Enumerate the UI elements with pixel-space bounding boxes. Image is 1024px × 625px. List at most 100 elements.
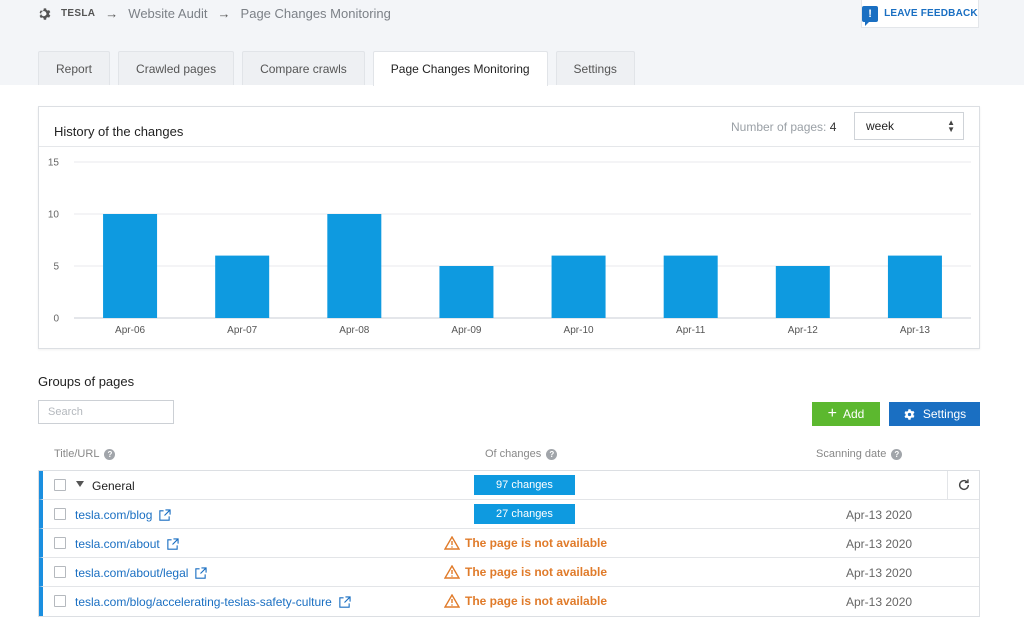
help-icon[interactable]: ?	[891, 448, 903, 460]
changes-badge[interactable]: 27 changes	[474, 504, 575, 524]
tab-page-changes-monitoring[interactable]: Page Changes Monitoring	[372, 51, 548, 86]
number-of-pages: Number of pages: 4	[731, 120, 836, 134]
tab-crawled-pages[interactable]: Crawled pages	[118, 51, 235, 85]
warning-icon	[444, 594, 460, 608]
warning-icon	[444, 565, 460, 579]
column-scanning-date: Scanning date ?	[816, 448, 903, 460]
group-changes-badge[interactable]: 97 changes	[474, 475, 575, 495]
x-tick-label: Apr-07	[227, 325, 257, 336]
page-url: tesla.com/blog/accelerating-teslas-safet…	[75, 595, 332, 609]
bar	[327, 214, 382, 318]
page-url: tesla.com/about	[75, 537, 160, 551]
x-tick-label: Apr-13	[900, 325, 930, 336]
column-changes: Of changes ?	[485, 448, 558, 460]
page-url-link[interactable]: tesla.com/blog/accelerating-teslas-safet…	[75, 595, 351, 609]
page-unavailable-status: The page is not available	[444, 594, 607, 608]
groups-title: Groups of pages	[38, 374, 135, 389]
page-unavailable-text: The page is not available	[465, 594, 608, 608]
tab-settings[interactable]: Settings	[555, 51, 635, 85]
bar	[103, 214, 158, 318]
scanning-date: Apr-13 2020	[846, 566, 913, 580]
y-tick-label: 15	[48, 158, 60, 169]
settings-button-label: Settings	[922, 407, 967, 421]
y-tick-label: 0	[53, 314, 59, 325]
page-url-link[interactable]: tesla.com/about/legal	[75, 566, 208, 580]
help-icon[interactable]: ?	[546, 448, 558, 460]
table-row: tesla.com/about/legal The page is not av…	[39, 558, 979, 587]
column-title-url: Title/URL ?	[54, 448, 116, 460]
bar	[887, 255, 942, 318]
scanning-date: Apr-13 2020	[846, 537, 913, 551]
y-tick-label: 5	[53, 262, 59, 273]
help-icon[interactable]: ?	[104, 448, 116, 460]
group-row: General 97 changes	[39, 471, 979, 500]
page-unavailable-status: The page is not available	[444, 536, 607, 550]
warning-icon	[444, 536, 460, 550]
column-scanning-date-label: Scanning date	[816, 448, 887, 460]
add-button-label: Add	[842, 407, 865, 421]
bar	[663, 255, 718, 318]
period-select[interactable]: week ▲ ▼	[854, 112, 964, 140]
number-of-pages-label: Number of pages:	[731, 120, 827, 134]
row-checkbox[interactable]	[54, 537, 66, 549]
breadcrumb-current: Page Changes Monitoring	[240, 6, 391, 21]
history-title: History of the changes	[54, 124, 184, 139]
breadcrumb-website-audit[interactable]: Website Audit	[128, 6, 208, 21]
bar	[215, 255, 270, 318]
arrow-right-icon: →	[105, 6, 119, 21]
row-checkbox[interactable]	[54, 566, 66, 578]
page-unavailable-text: The page is not available	[465, 565, 608, 579]
number-of-pages-value: 4	[829, 120, 837, 134]
external-link-icon[interactable]	[338, 595, 351, 609]
bar	[551, 255, 606, 318]
page-unavailable-status: The page is not available	[444, 565, 607, 579]
bar	[775, 266, 830, 318]
table-row: tesla.com/blog/accelerating-teslas-safet…	[39, 587, 979, 616]
external-link-icon[interactable]	[158, 508, 172, 522]
page-url: tesla.com/about/legal	[75, 566, 189, 580]
settings-button[interactable]: Settings	[889, 402, 980, 426]
column-changes-label: Of changes	[485, 448, 542, 460]
groups-table: General 97 changes tesla.com/blog 27 cha…	[38, 470, 980, 617]
search-input[interactable]	[38, 400, 174, 424]
refresh-icon	[958, 479, 969, 491]
x-tick-label: Apr-12	[788, 325, 818, 336]
scanning-date: Apr-13 2020	[846, 508, 913, 522]
scanning-date: Apr-13 2020	[846, 595, 913, 609]
tab-report[interactable]: Report	[38, 51, 111, 85]
caret-down-icon[interactable]	[76, 481, 84, 487]
page-url-link[interactable]: tesla.com/blog	[75, 508, 172, 522]
row-checkbox[interactable]	[54, 508, 66, 520]
plus-icon: +	[827, 405, 837, 422]
refresh-button[interactable]	[947, 471, 979, 499]
y-tick-label: 10	[48, 210, 60, 221]
table-row: tesla.com/about The page is not availabl…	[39, 529, 979, 558]
add-button[interactable]: + Add	[812, 402, 880, 426]
gear-icon	[904, 408, 915, 420]
tab-compare-crawls[interactable]: Compare crawls	[242, 51, 365, 85]
x-tick-label: Apr-11	[676, 325, 706, 336]
breadcrumb-project[interactable]: TESLA	[61, 8, 96, 19]
page-url-link[interactable]: tesla.com/about	[75, 537, 179, 551]
arrow-right-icon: →	[217, 6, 231, 21]
external-link-icon[interactable]	[166, 537, 179, 551]
gear-icon[interactable]	[38, 7, 52, 21]
x-tick-label: Apr-10	[564, 325, 594, 336]
column-title-url-label: Title/URL	[54, 448, 100, 460]
row-checkbox[interactable]	[54, 595, 66, 607]
history-panel-header: History of the changes Number of pages: …	[39, 107, 979, 147]
table-row: tesla.com/blog 27 changes Apr-13 2020	[39, 500, 979, 529]
bar	[439, 266, 494, 318]
group-checkbox[interactable]	[54, 479, 66, 491]
feedback-icon: !	[862, 5, 879, 26]
leave-feedback-button[interactable]: ! LEAVE FEEDBACK	[861, 0, 979, 28]
page-url: tesla.com/blog	[75, 508, 153, 522]
x-tick-label: Apr-08	[339, 325, 369, 336]
x-tick-label: Apr-06	[115, 325, 145, 336]
external-link-icon[interactable]	[194, 566, 208, 580]
group-name: General	[92, 479, 135, 493]
x-tick-label: Apr-09	[451, 325, 481, 336]
period-select-value: week	[866, 119, 895, 133]
history-chart: 0 5 10 15 Apr-06 Apr-07 Apr-08 Apr-09 Apr-10 Apr-…	[48, 158, 971, 336]
tab-bar: Report Crawled pages Compare crawls Page…	[38, 51, 635, 86]
